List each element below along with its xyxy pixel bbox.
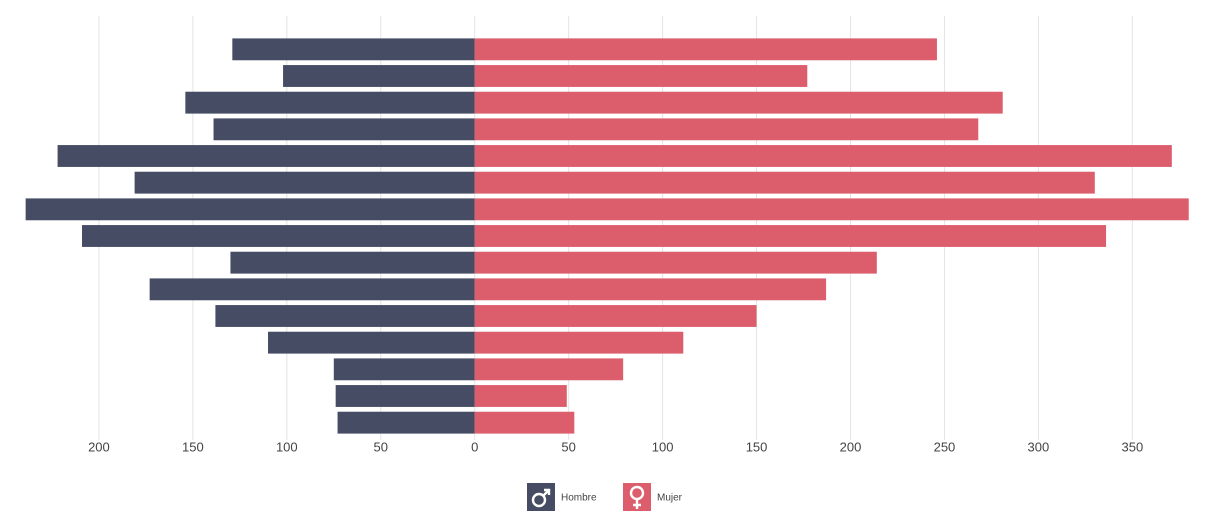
bar bbox=[474, 38, 937, 61]
bar bbox=[232, 38, 475, 61]
bar bbox=[333, 358, 475, 381]
x-tick-label: 0 bbox=[471, 439, 478, 454]
bar bbox=[213, 118, 475, 141]
bar bbox=[134, 171, 475, 194]
x-tick-label: 200 bbox=[88, 439, 110, 454]
bar bbox=[474, 305, 757, 327]
x-tick-label: 250 bbox=[934, 439, 956, 454]
x-tick-label: 150 bbox=[182, 439, 204, 454]
bar bbox=[335, 385, 475, 407]
bar bbox=[337, 411, 475, 434]
legend-item: Hombre bbox=[527, 483, 597, 511]
legend-symbol bbox=[633, 499, 641, 509]
bar bbox=[185, 91, 475, 114]
bar bbox=[474, 385, 567, 407]
x-tick-label: 100 bbox=[652, 439, 674, 454]
legend-item: Mujer bbox=[623, 483, 683, 511]
bar bbox=[57, 145, 475, 167]
bar bbox=[230, 251, 475, 274]
x-tick-label: 300 bbox=[1028, 439, 1050, 454]
legend-symbol bbox=[531, 492, 547, 508]
bar bbox=[474, 91, 1003, 114]
bar bbox=[474, 145, 1172, 167]
bar bbox=[474, 198, 1189, 221]
bar bbox=[474, 278, 827, 301]
x-tick-label: 100 bbox=[276, 439, 298, 454]
x-tick-label: 50 bbox=[561, 439, 575, 454]
x-tick-label: 200 bbox=[840, 439, 862, 454]
legend-label: Mujer bbox=[657, 493, 683, 504]
bar bbox=[474, 358, 624, 381]
bar bbox=[268, 331, 475, 354]
x-tick-label: 150 bbox=[746, 439, 768, 454]
x-tick-label: 350 bbox=[1122, 439, 1144, 454]
bar bbox=[474, 251, 877, 274]
bar bbox=[474, 225, 1107, 247]
x-tick-label: 50 bbox=[374, 439, 388, 454]
bar bbox=[474, 331, 684, 354]
bar bbox=[215, 305, 475, 327]
bar bbox=[474, 411, 575, 434]
legend-label: Hombre bbox=[561, 493, 597, 504]
bar bbox=[474, 171, 1095, 194]
bar bbox=[474, 118, 979, 141]
bar bbox=[25, 198, 475, 221]
bar bbox=[82, 225, 475, 247]
legend-symbol bbox=[542, 488, 551, 497]
bar bbox=[149, 278, 475, 301]
bar bbox=[283, 65, 475, 87]
bar bbox=[474, 65, 808, 87]
